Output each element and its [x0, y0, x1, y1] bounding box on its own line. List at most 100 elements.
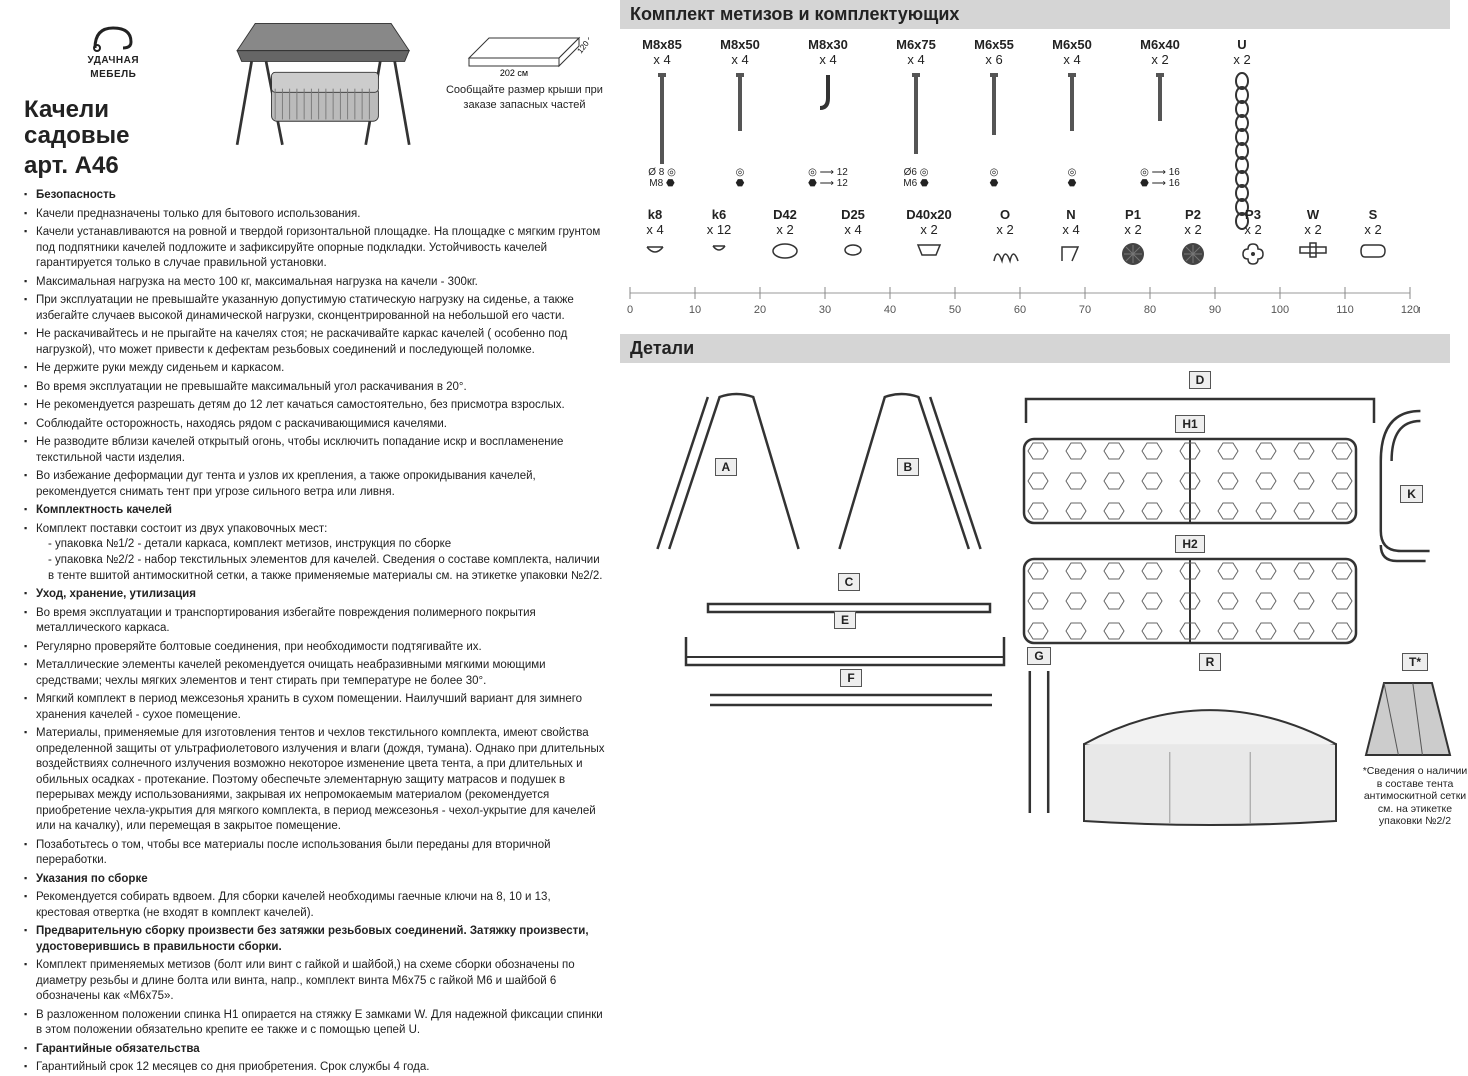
- hw-icon: [1359, 241, 1387, 271]
- hw-qty: x 2: [776, 222, 793, 237]
- part-label: H1: [1175, 415, 1204, 433]
- hw-icon: [730, 71, 750, 167]
- part-E: E: [680, 611, 1010, 671]
- part-F: F: [706, 669, 996, 709]
- bullet-item: Регулярно проверяйте болтовые соединения…: [24, 640, 606, 656]
- part-H1: H1: [1020, 415, 1360, 527]
- svg-text:70: 70: [1079, 304, 1091, 316]
- hw-qty: x 4: [646, 222, 663, 237]
- product-illustration: [219, 18, 427, 159]
- hw-icon: [1120, 241, 1146, 271]
- hw-qty: x 4: [1063, 52, 1080, 67]
- hw-qty: x 6: [985, 52, 1002, 67]
- hw-extra: ◎ ⟶ 16: [1140, 167, 1180, 178]
- bullet-item: Комплект применяемых метизов (болт или в…: [24, 958, 606, 1005]
- left-column: УДАЧНАЯ МЕБЕЛЬ Качели садовые арт. А46: [0, 0, 620, 980]
- hw-label: k6: [712, 207, 726, 222]
- svg-text:80: 80: [1144, 304, 1156, 316]
- hw-label: M6x40: [1140, 37, 1180, 52]
- bullet-item: Не раскачивайтесь и не прыгайте на качел…: [24, 327, 606, 358]
- bullet-item: Не рекомендуется разрешать детям до 12 л…: [24, 398, 606, 414]
- bullet-item: Указания по сборке: [24, 872, 606, 888]
- hardware-header: Комплект метизов и комплектующих: [620, 0, 1450, 29]
- right-column: Комплект метизов и комплектующих M8x85 x…: [620, 0, 1468, 980]
- part-label: A: [715, 458, 738, 476]
- roof-note: Сообщайте размер крыши при заказе запасн…: [443, 83, 606, 113]
- bullet-item: Качели устанавливаются на ровной и тверд…: [24, 225, 606, 272]
- bullet-item: Комплект поставки состоит из двух упаков…: [24, 522, 606, 584]
- ruler: 0102030405060708090100110120мм: [620, 285, 1450, 324]
- bullet-item: В разложенном положении спинка H1 опирае…: [24, 1008, 606, 1039]
- hardware-item: W x 2: [1286, 207, 1340, 271]
- bullet-item: При эксплуатации не превышайте указанную…: [24, 293, 606, 324]
- hw-qty: x 2: [1184, 222, 1201, 237]
- hw-qty: x 2: [1124, 222, 1141, 237]
- hw-label: N: [1066, 207, 1075, 222]
- header-row: УДАЧНАЯ МЕБЕЛЬ Качели садовые арт. А46: [24, 18, 606, 182]
- hardware-item: O x 2: [974, 207, 1036, 271]
- svg-text:мм: мм: [1418, 304, 1420, 316]
- title-main: Качели садовые: [24, 97, 203, 150]
- part-B: B: [826, 387, 994, 555]
- hw-qty: x 2: [996, 222, 1013, 237]
- hw-label: M8x85: [642, 37, 682, 52]
- svg-text:30: 30: [819, 304, 831, 316]
- part-R: R: [1076, 653, 1344, 831]
- bullet-item: Во избежание деформации дуг тента и узло…: [24, 469, 606, 500]
- bullet-item: Материалы, применяемые для изготовления …: [24, 726, 606, 835]
- bullet-item: Безопасность: [24, 188, 606, 204]
- hw-qty: x 2: [1364, 222, 1381, 237]
- bullet-item: Уход, хранение, утилизация: [24, 587, 606, 603]
- hw-icon: [914, 241, 944, 271]
- hw-icon: [771, 241, 799, 271]
- hw-icon: [652, 71, 672, 167]
- hardware-item: D40x20 x 2: [890, 207, 968, 271]
- hw-qty: x 2: [1304, 222, 1321, 237]
- hardware-item: P1 x 2: [1106, 207, 1160, 271]
- hardware-item: k8 x 4: [626, 207, 684, 271]
- hw-qty: x 4: [1062, 222, 1079, 237]
- parts-header: Детали: [620, 334, 1450, 363]
- hw-qty: x 4: [907, 52, 924, 67]
- hw-icon: [1058, 241, 1084, 271]
- part-label: E: [834, 611, 856, 629]
- hardware-item: D42 x 2: [754, 207, 816, 271]
- hw-label: P2: [1185, 207, 1201, 222]
- hardware-item: M6x50 x 4 ◎ ⬣: [1036, 37, 1108, 189]
- part-label: F: [840, 669, 861, 687]
- bullet-item: Гарантийные обязательства: [24, 1042, 606, 1058]
- svg-text:100: 100: [1271, 304, 1289, 316]
- hw-extra: Ø 8 ◎: [648, 167, 676, 178]
- hw-icon: [1150, 71, 1170, 167]
- hardware-item: M8x30 x 4 ◎ ⟶ 12 ⬣ ⟶ 12: [782, 37, 874, 189]
- roof-diagram-icon: 202 см 120 см: [459, 18, 589, 78]
- part-K: K: [1370, 401, 1442, 601]
- hardware-item: M6x75 x 4 Ø6 ◎ M6 ⬣: [880, 37, 952, 189]
- hardware-item: M6x55 x 6 ◎ ⬣: [958, 37, 1030, 189]
- hw-icon: [818, 71, 838, 167]
- bullet-item: Позаботьтесь о том, чтобы все материалы …: [24, 838, 606, 869]
- hw-qty: x 4: [653, 52, 670, 67]
- hw-extra: ◎: [990, 167, 999, 178]
- bullet-item: Во время эксплуатации и транспортировани…: [24, 606, 606, 637]
- hw-extra: Ø6 ◎: [904, 167, 929, 178]
- hardware-item: M8x50 x 4 ◎ ⬣: [704, 37, 776, 189]
- svg-text:60: 60: [1014, 304, 1026, 316]
- hw-icon: [1230, 71, 1254, 167]
- brand-line2: МЕБЕЛЬ: [90, 68, 136, 82]
- hw-icon: [1062, 71, 1082, 167]
- part-label: G: [1027, 647, 1050, 665]
- bullet-item: Максимальная нагрузка на место 100 кг, м…: [24, 275, 606, 291]
- bullet-item: Металлические элементы качелей рекоменду…: [24, 658, 606, 689]
- hardware-item: U x 2: [1212, 37, 1272, 167]
- svg-text:110: 110: [1336, 304, 1354, 316]
- hardware-item: D25 x 4: [822, 207, 884, 271]
- hw-icon: [643, 241, 667, 271]
- svg-text:20: 20: [754, 304, 766, 316]
- bullet-item: Качели предназначены только для бытового…: [24, 207, 606, 223]
- hw-icon: [990, 241, 1020, 271]
- hw-label: P1: [1125, 207, 1141, 222]
- hw-label: P3: [1245, 207, 1261, 222]
- hw-icon: [709, 241, 729, 271]
- svg-text:40: 40: [884, 304, 896, 316]
